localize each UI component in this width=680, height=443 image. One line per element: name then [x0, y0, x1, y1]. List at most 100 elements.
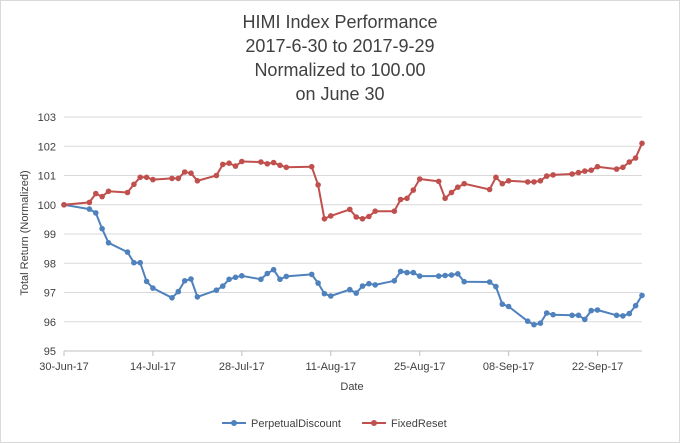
data-point — [626, 310, 633, 317]
data-point — [632, 155, 639, 161]
data-point — [61, 202, 67, 208]
data-point — [537, 178, 544, 184]
data-point — [626, 159, 633, 165]
data-point — [169, 175, 175, 182]
data-point — [416, 273, 423, 279]
data-point — [99, 225, 105, 232]
data-point — [270, 159, 277, 166]
y-axis-ticks: 95 96 97 98 99 100 101 102 103 — [38, 112, 56, 358]
data-point — [613, 312, 620, 319]
x-tick-label: 22-Sep-17 — [572, 361, 623, 373]
data-point — [543, 173, 550, 179]
data-point — [588, 167, 594, 173]
data-point — [410, 269, 417, 276]
data-point — [550, 311, 556, 318]
data-point — [455, 271, 461, 277]
data-point — [347, 286, 353, 293]
data-point — [359, 283, 366, 289]
data-point — [372, 208, 379, 214]
data-point — [188, 276, 194, 282]
data-point — [397, 268, 404, 275]
data-point — [264, 270, 271, 277]
data-point — [258, 159, 264, 165]
legend-item: FixedReset — [362, 418, 447, 430]
data-point — [175, 288, 182, 295]
data-point — [435, 273, 442, 279]
data-point — [226, 160, 232, 166]
data-point — [283, 273, 290, 280]
data-point — [232, 163, 239, 169]
data-point — [194, 294, 201, 300]
data-point — [537, 320, 544, 327]
data-point — [550, 172, 556, 178]
data-point — [416, 176, 423, 182]
data-point — [270, 266, 277, 273]
data-point — [524, 179, 531, 185]
data-point — [86, 206, 93, 212]
data-point — [239, 158, 245, 165]
data-point — [455, 184, 461, 190]
data-point — [328, 213, 334, 219]
data-point — [391, 208, 398, 214]
data-point — [493, 174, 499, 181]
data-point — [131, 259, 137, 266]
data-point — [505, 303, 512, 310]
data-point — [353, 290, 360, 296]
data-point — [448, 189, 455, 196]
data-point — [213, 172, 220, 179]
data-point — [499, 180, 506, 187]
x-tick-label: 25-Aug-17 — [394, 361, 445, 373]
data-point — [372, 282, 379, 288]
data-point — [321, 216, 328, 222]
data-point — [366, 213, 372, 220]
chart-title-line: on June 30 — [295, 84, 384, 104]
y-tick-label: 98 — [44, 258, 56, 270]
data-point — [181, 169, 188, 175]
data-point — [213, 287, 220, 294]
data-point — [105, 188, 112, 195]
chart-title: HIMI Index Performance 2017-6-30 to 2017… — [242, 12, 437, 104]
data-point — [639, 292, 645, 299]
data-point — [150, 176, 156, 183]
data-point — [632, 302, 639, 309]
data-point — [397, 196, 404, 203]
data-point — [404, 269, 410, 276]
data-point — [283, 164, 290, 171]
data-point — [461, 180, 468, 187]
data-point — [264, 161, 271, 167]
data-point — [239, 273, 245, 279]
data-point — [315, 280, 321, 286]
data-point — [143, 174, 150, 181]
chart-title-line: HIMI Index Performance — [242, 12, 437, 32]
data-point — [105, 240, 112, 246]
data-point — [124, 249, 131, 255]
series-layer — [61, 140, 645, 328]
legend-swatch-marker — [231, 420, 237, 426]
y-tick-label: 100 — [38, 200, 56, 212]
y-tick-label: 99 — [44, 229, 56, 241]
data-point — [93, 190, 99, 197]
data-point — [124, 189, 131, 196]
data-point — [594, 307, 601, 313]
legend-label: PerpetualDiscount — [251, 418, 341, 430]
data-point — [315, 182, 321, 188]
data-point — [93, 210, 99, 216]
data-point — [131, 181, 137, 188]
data-point — [639, 140, 645, 147]
x-tick-label: 28-Jul-17 — [219, 361, 265, 373]
data-point — [143, 278, 150, 285]
data-point — [353, 214, 360, 220]
data-point — [588, 307, 594, 314]
data-point — [321, 290, 328, 297]
y-tick-label: 95 — [44, 346, 56, 358]
legend-item: PerpetualDiscount — [222, 418, 341, 430]
data-point — [486, 186, 493, 193]
y-tick-label: 102 — [38, 141, 56, 153]
data-point — [188, 170, 194, 176]
data-point — [328, 293, 334, 299]
data-point — [86, 199, 93, 206]
data-point — [620, 164, 626, 171]
data-point — [194, 178, 201, 184]
y-tick-label: 97 — [44, 288, 56, 300]
data-point — [461, 278, 468, 285]
